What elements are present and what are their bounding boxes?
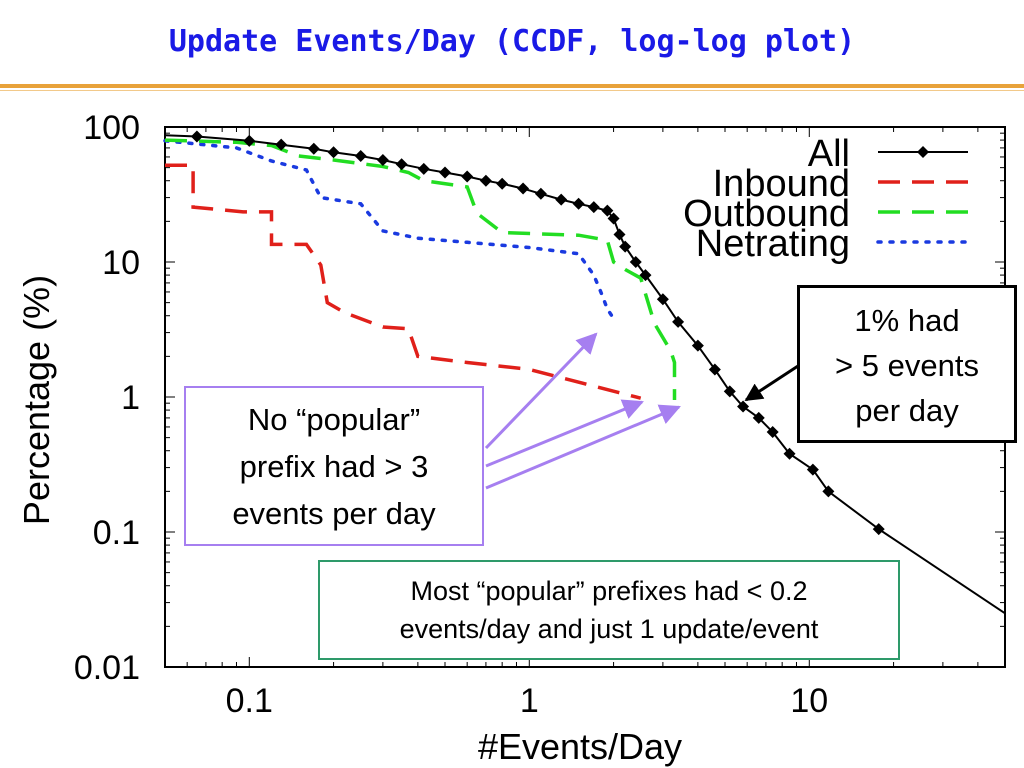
data-point-all [723, 385, 736, 398]
data-point-all [572, 197, 585, 210]
data-point-all [307, 142, 320, 155]
y-tick-label: 0.01 [74, 649, 140, 687]
annotation-arrow-one-percent [744, 364, 799, 402]
series-line-inbound [165, 163, 642, 400]
data-point-all [872, 523, 885, 536]
y-tick-labels: 100 10 1 0.1 0.01 [74, 109, 140, 687]
title-divider-thin [0, 90, 1024, 91]
data-point-all [629, 256, 642, 268]
data-point-all [275, 138, 288, 151]
annotation-most-popular: Most “popular” prefixes had < 0.2 events… [318, 560, 900, 660]
data-point-all [439, 166, 451, 179]
data-point-all [395, 158, 408, 171]
legend-label-outbound: Outbound [683, 193, 850, 235]
legend-label-netrating: Netrating [696, 223, 850, 265]
data-point-all [613, 228, 626, 241]
y-tick-label: 0.1 [93, 514, 140, 552]
data-point-all [601, 204, 614, 217]
data-point-all [783, 447, 796, 460]
data-point-all [496, 177, 509, 190]
data-point-all [190, 130, 203, 143]
annotation-arrow-netrating [484, 332, 598, 450]
y-axis-label: Percentage (%) [16, 275, 57, 525]
data-point-all [708, 363, 721, 376]
series-line-outbound [164, 138, 677, 400]
x-tick-label: 1 [520, 682, 539, 720]
data-point-all [417, 162, 430, 175]
annotation-arrow-inbound [485, 399, 644, 468]
legend-label-all: All [808, 133, 850, 175]
data-point-all [737, 400, 750, 413]
series-layer [163, 130, 1006, 615]
annotation-popular-prefix: No “popular” prefix had > 3 events per d… [184, 386, 484, 546]
data-point-all [517, 182, 530, 195]
data-point-all [766, 426, 779, 439]
title-divider [0, 84, 1024, 88]
series-line-netrating [163, 139, 616, 321]
x-tick-label: 10 [790, 682, 828, 720]
data-point-all [327, 146, 340, 159]
x-tick-label: 0.1 [226, 682, 273, 720]
slide-title: Update Events/Day (CCDF, log-log plot) [168, 24, 856, 59]
data-point-all [587, 201, 600, 214]
x-tick-labels: 0.1 1 10 [226, 682, 829, 720]
data-point-all [376, 153, 389, 166]
legend-marker-all [917, 146, 929, 158]
annotation-arrow-outbound [485, 404, 681, 490]
data-point-all [752, 411, 765, 424]
data-point-all [619, 240, 632, 253]
data-point-all [691, 339, 704, 352]
y-tick-label: 1 [121, 379, 140, 417]
data-point-all [806, 463, 819, 476]
data-point-all [534, 187, 547, 200]
data-point-all [822, 485, 835, 498]
data-point-all [243, 134, 256, 147]
data-point-all [672, 315, 685, 328]
legend-label-inbound: Inbound [713, 163, 850, 205]
data-point-all [656, 293, 669, 306]
annotation-one-percent: 1% had > 5 events per day [797, 285, 1017, 443]
data-point-all [479, 174, 492, 187]
data-point-all [607, 212, 620, 225]
y-tick-label: 10 [102, 244, 140, 282]
minor-ticks [164, 127, 1006, 668]
data-point-all [555, 193, 568, 206]
data-point-all [639, 269, 652, 282]
data-point-all [354, 149, 367, 162]
y-tick-label: 100 [83, 109, 140, 147]
x-axis-label: #Events/Day [478, 726, 682, 767]
data-point-all [461, 170, 474, 183]
